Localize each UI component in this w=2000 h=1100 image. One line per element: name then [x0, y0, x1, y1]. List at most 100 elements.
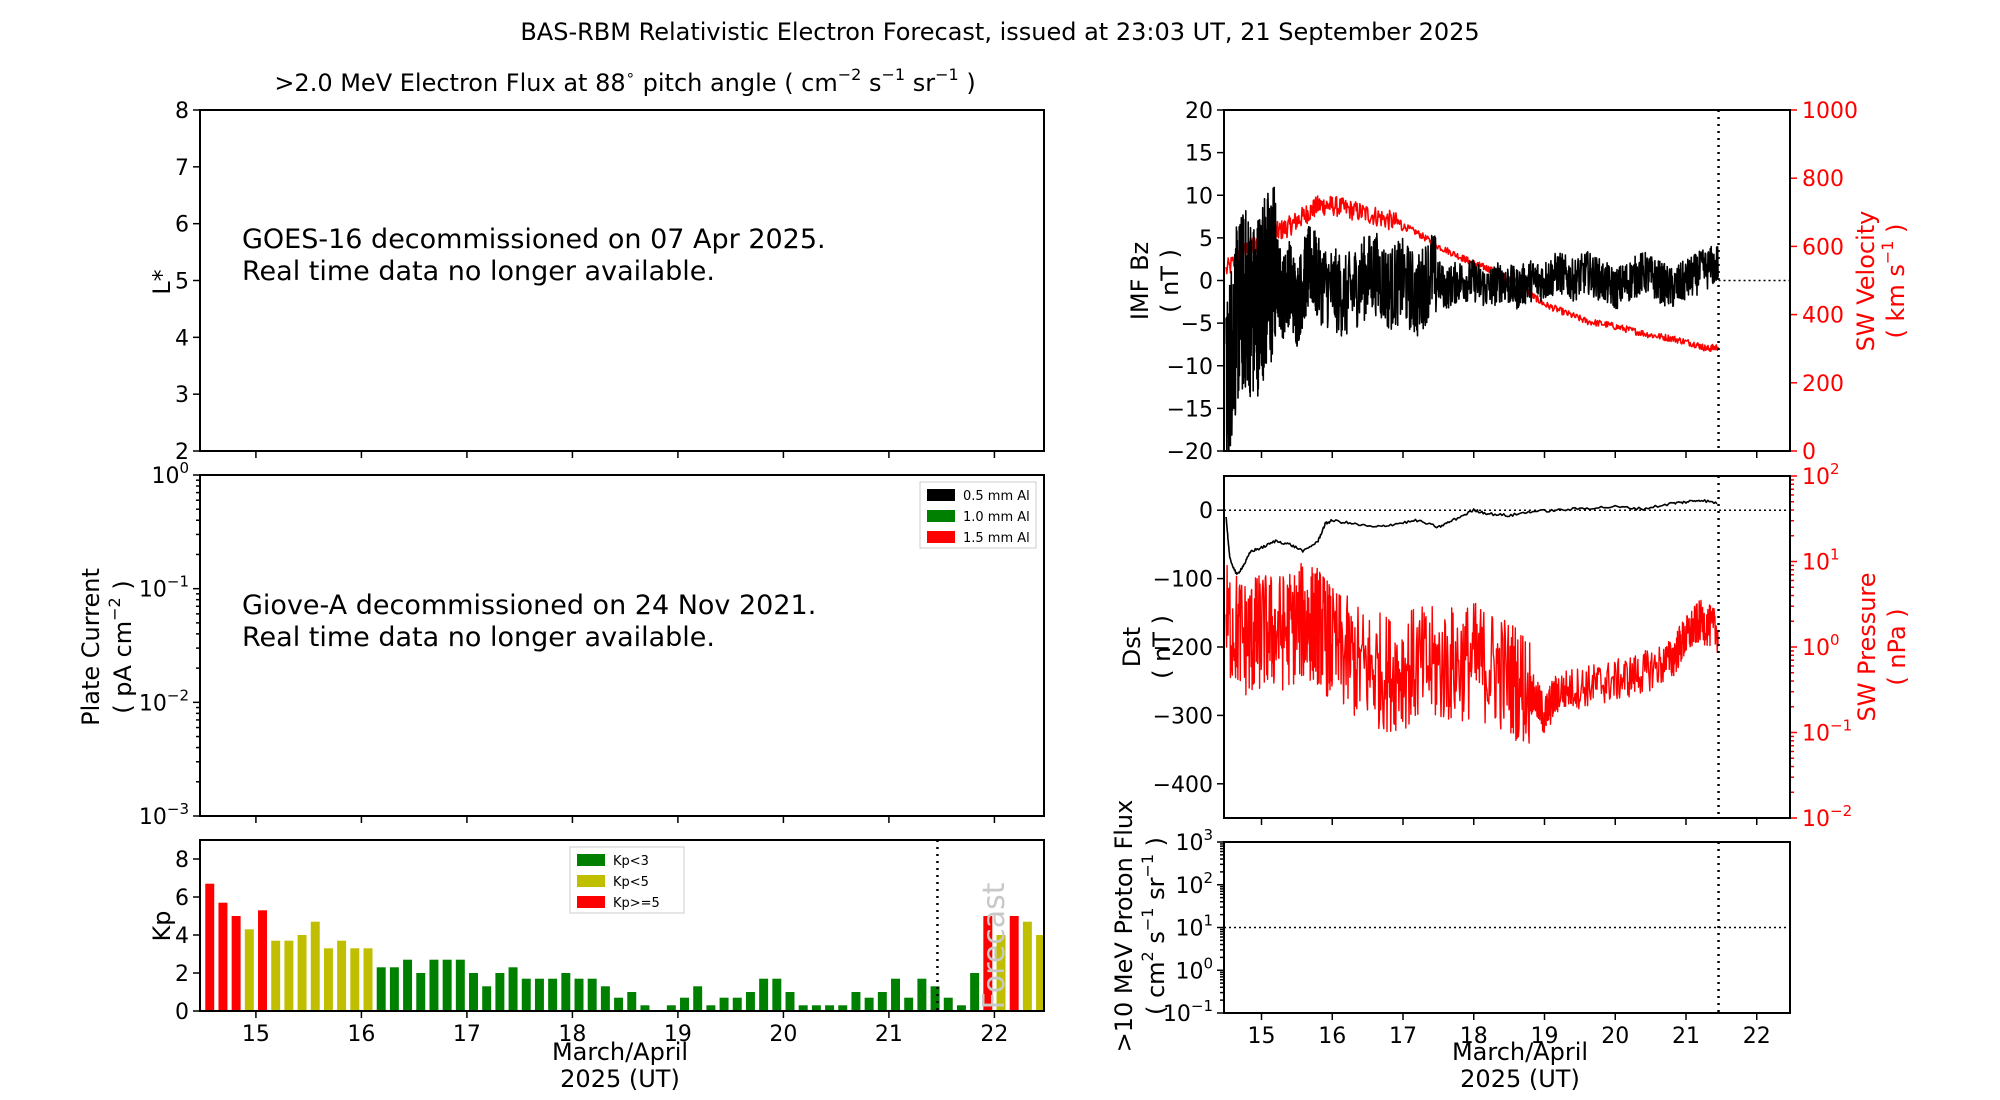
plate-y-ticks: 10−3 10−2 10−1 100 [139, 459, 200, 830]
dst-ylabel-line2: ( nT ) [1148, 615, 1176, 679]
plate-frame [199, 474, 1045, 817]
y2-tick-label: 600 [1802, 235, 1844, 260]
proton-ylabel-sup3: −1 [1138, 854, 1157, 878]
dst-y2-ticks: 10−2 10−1 100 101 102 [1790, 460, 1852, 832]
y2-tick-label: 200 [1802, 372, 1844, 397]
x-tick-label: 18 [558, 1022, 586, 1047]
kp-bar [719, 997, 729, 1011]
y-tick-label: −20 [1167, 440, 1213, 465]
y-tick-label: 0 [1199, 499, 1213, 524]
kp-bar [772, 978, 782, 1011]
kp-bar [1036, 935, 1044, 1011]
kp-bar [258, 910, 267, 1011]
y-tick-label: −100 [1153, 568, 1213, 593]
kp-bar [785, 992, 795, 1011]
imf-ylabel-line1: IMF Bz [1126, 242, 1154, 320]
y-tick-label: 8 [175, 99, 189, 124]
flux-title-sup3: −1 [935, 65, 959, 84]
flux-title-sup2: −1 [882, 65, 906, 84]
dst-x-ticks [1260, 818, 1758, 825]
kp-bar [877, 992, 887, 1011]
proton-x-ticks: 15 16 17 18 19 20 21 22 [1247, 1013, 1771, 1049]
y-tick-label: −200 [1153, 636, 1213, 661]
y-tick-label: 2 [175, 440, 189, 465]
kp-bar [534, 978, 544, 1011]
y-tick-label: 0 [1199, 270, 1213, 295]
y-tick-label: 100 [1175, 954, 1213, 984]
flux-title-sr: sr [905, 69, 935, 97]
kp-x-ticks: 15 16 17 18 19 20 21 22 [242, 1011, 1008, 1047]
kp-bar [706, 1005, 716, 1011]
imf-y2label-sup: −1 [1878, 241, 1897, 265]
kp-legend-label-0: Kp<3 [613, 854, 649, 869]
imf-bz-line [1225, 186, 1719, 451]
kp-bar [310, 921, 320, 1011]
y-tick-label: −400 [1153, 773, 1213, 798]
plate-ylabel-sup: −2 [105, 597, 124, 621]
kp-bar [205, 883, 215, 1011]
plate-legend-swatch-1 [927, 510, 955, 522]
kp-bar [680, 997, 689, 1011]
kp-bar [495, 973, 505, 1011]
flux-title-sup1: −2 [838, 65, 862, 84]
proton-ylabel-sr: sr [1142, 877, 1170, 907]
x-tick-label: 15 [242, 1022, 270, 1047]
kp-legend-label-2: Kp>=5 [613, 896, 660, 911]
flux-y-ticks: 2 3 4 5 6 7 8 [175, 99, 200, 465]
flux-title-mid: pitch angle ( cm [635, 69, 838, 97]
kp-bar [548, 978, 558, 1011]
kp-bar [693, 986, 703, 1011]
proton-panel: 10−1 100 101 102 103 15 16 17 18 19 20 21 22 >10 Me… [1110, 800, 1791, 1052]
imf-y2label-close: ) [1882, 224, 1910, 241]
x-tick-label: 16 [1318, 1024, 1346, 1049]
kp-bar [323, 948, 333, 1011]
x-tick-label: 20 [769, 1022, 797, 1047]
dst-ylabel-line1: Dst [1118, 627, 1146, 667]
kp-legend: Kp<3 Kp<5 Kp>=5 [569, 846, 685, 914]
dst-y2label-line2: ( nPa ) [1883, 608, 1911, 685]
plate-message-line1: Giove-A decommissioned on 24 Nov 2021. [242, 590, 816, 621]
kp-bar [231, 916, 241, 1011]
x-tick-label: 21 [1672, 1024, 1700, 1049]
x-tick-label: 17 [453, 1022, 481, 1047]
x-tick-label: 18 [1460, 1024, 1488, 1049]
dst-y-ticks: −400 −300 −200 −100 0 [1153, 499, 1224, 798]
y-tick-label: 5 [1199, 227, 1213, 252]
y-tick-label: 101 [1175, 912, 1213, 942]
flux-message-line2: Real time data no longer available. [242, 256, 715, 287]
kp-bar [917, 978, 927, 1011]
proton-ylabel-unit: ( cm [1142, 961, 1170, 1015]
y2-tick-label: 10−1 [1802, 717, 1852, 747]
kp-bar [956, 1005, 966, 1011]
kp-bar [904, 997, 914, 1011]
y-tick-label: 2 [175, 962, 189, 987]
plate-x-ticks [255, 816, 996, 823]
y2-tick-label: 100 [1802, 631, 1840, 661]
kp-bar [891, 978, 900, 1011]
flux-title-degree: ∘ [626, 66, 635, 84]
kp-bar [983, 916, 993, 1011]
sw-pressure-line [1225, 562, 1719, 744]
plate-legend-label-2: 1.5 mm Al [963, 531, 1030, 546]
flux-ylabel: L* [148, 269, 176, 294]
x-tick-label: 16 [347, 1022, 375, 1047]
imf-y2label-unit: ( km s [1882, 264, 1910, 338]
kp-bar [864, 997, 874, 1011]
kp-bar [1049, 954, 1058, 1011]
imf-y2label-line1: SW Velocity [1852, 211, 1880, 352]
plate-legend-label-1: 1.0 mm Al [963, 510, 1030, 525]
kp-bar [600, 986, 610, 1011]
kp-ylabel: Kp [148, 911, 176, 942]
kp-bar [627, 992, 637, 1011]
imf-y-ticks: −20 −15 −10 −5 0 5 10 15 20 [1167, 99, 1224, 465]
kp-bar [508, 967, 518, 1011]
kp-bar [561, 973, 571, 1011]
proton-y-ticks: 10−1 100 101 102 103 [1163, 826, 1224, 1027]
kp-bar [943, 997, 953, 1011]
flux-message-line1: GOES-16 decommissioned on 07 Apr 2025. [242, 224, 826, 255]
imf-frame [1223, 109, 1791, 452]
kp-legend-swatch-1 [577, 875, 605, 887]
kp-bar [574, 978, 584, 1011]
y-tick-label: 0 [175, 1000, 189, 1025]
right-xlabel-line1: March/April [1452, 1038, 1588, 1066]
